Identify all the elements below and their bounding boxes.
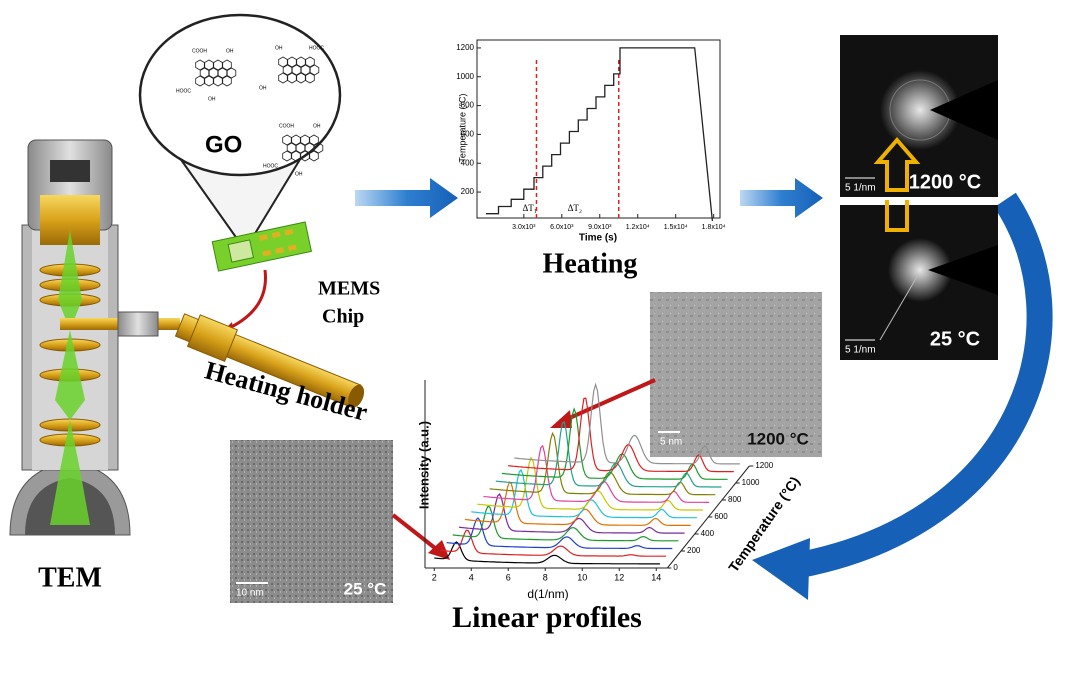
heating-holder [174, 313, 365, 408]
x-tick-label: 8 [543, 572, 548, 582]
profile-curve [514, 382, 740, 465]
x-tick-label: 14 [651, 572, 661, 582]
z-tick-label: 1200 [755, 461, 773, 470]
y-tick-label: 1200 [456, 43, 474, 52]
x-tick-label: 1.8x10⁴ [702, 224, 726, 231]
tem-drawing [9, 139, 180, 536]
temperature-label: 1200 °C [747, 429, 809, 448]
molecule-label: OH [208, 96, 216, 102]
scale-bar-label: 5 1/nm [845, 345, 876, 356]
y-tick-label: 400 [461, 158, 475, 167]
z-tick-label: 0 [673, 563, 678, 572]
x-tick-label: 4 [469, 572, 474, 582]
molecule-label: OH [275, 45, 283, 51]
temperature-label: 25 °C [344, 579, 387, 598]
plot-frame [476, 39, 721, 219]
molecule-label: OH [295, 171, 303, 177]
arrow [224, 269, 267, 332]
z-tick-label: 600 [714, 512, 728, 521]
molecule [278, 56, 320, 84]
x-tick-label: 2 [432, 572, 437, 582]
y-axis-label: Temperature (°C) [457, 93, 467, 162]
molecule-label: COOH [192, 48, 207, 54]
x-axis-label: d(1/nm) [527, 587, 568, 601]
mems-label: MEMS [318, 278, 380, 300]
profile-curve [495, 421, 722, 488]
mems-chip [211, 221, 312, 272]
profiles-caption: Linear profiles [452, 601, 642, 634]
y-tick-label: 200 [461, 187, 475, 196]
z-tick-label: 800 [728, 495, 742, 504]
x-tick-label: 1.2x10⁴ [626, 224, 650, 231]
z-tick-label: 400 [701, 529, 715, 538]
molecule [195, 59, 237, 87]
plot-caption: Heating [543, 248, 638, 279]
profile-curve [501, 407, 728, 480]
x-tick-label: 9.0x10³ [588, 224, 612, 231]
x-tick-label: 6 [506, 572, 511, 582]
molecule-label: HOOC [263, 163, 278, 169]
temperature-label: 25 °C [930, 328, 980, 350]
profile-curve [440, 529, 667, 557]
diffraction-panel [840, 35, 998, 360]
arrow [355, 178, 1053, 600]
scale-bar-label: 10 nm [236, 588, 264, 599]
molecule-label: HOOC [309, 45, 324, 51]
x-tick-label: 10 [577, 572, 587, 582]
molecule-label: OH [226, 48, 234, 54]
x-tick-label: 12 [614, 572, 624, 582]
hrtem-panel [230, 292, 822, 603]
scale-bar-label: 5 nm [660, 437, 682, 448]
profile-curve [508, 397, 734, 473]
profile-curve [446, 517, 673, 550]
molecule-label: OH [313, 123, 321, 129]
profile-curve [489, 431, 716, 496]
profile-curve [471, 468, 697, 519]
molecule-label: OH [259, 85, 267, 91]
go-label: GO [205, 131, 242, 158]
annotation: ΔT₂ [568, 203, 582, 213]
z-tick-label: 200 [687, 546, 701, 555]
tem-label: TEM [38, 562, 102, 593]
profile-curve [452, 505, 679, 542]
y-tick-label: 1000 [456, 72, 474, 81]
profile-curve [434, 541, 660, 565]
molecule [282, 134, 324, 162]
mems-label: Chip [322, 306, 364, 328]
x-tick-label: 1.5x10⁴ [664, 224, 688, 231]
annotation: ΔT₁ [522, 203, 536, 213]
profile-curve [458, 492, 685, 534]
profile-curve [464, 481, 691, 526]
y-axis-label: Intensity (a.u.) [416, 421, 431, 509]
molecule-label: COOH [279, 123, 294, 129]
molecule-label: HOOC [176, 88, 191, 94]
x-tick-label: 6.0x10³ [550, 224, 574, 231]
x-axis-label: Time (s) [579, 233, 617, 244]
temperature-label: 1200 °C [909, 171, 982, 193]
scale-bar-label: 5 1/nm [845, 183, 876, 194]
y-tick-label: 800 [461, 101, 475, 110]
data-line [485, 47, 714, 221]
z-tick-label: 1000 [742, 478, 760, 487]
y-tick-label: 600 [461, 130, 475, 139]
x-tick-label: 3.0x10³ [512, 224, 536, 231]
